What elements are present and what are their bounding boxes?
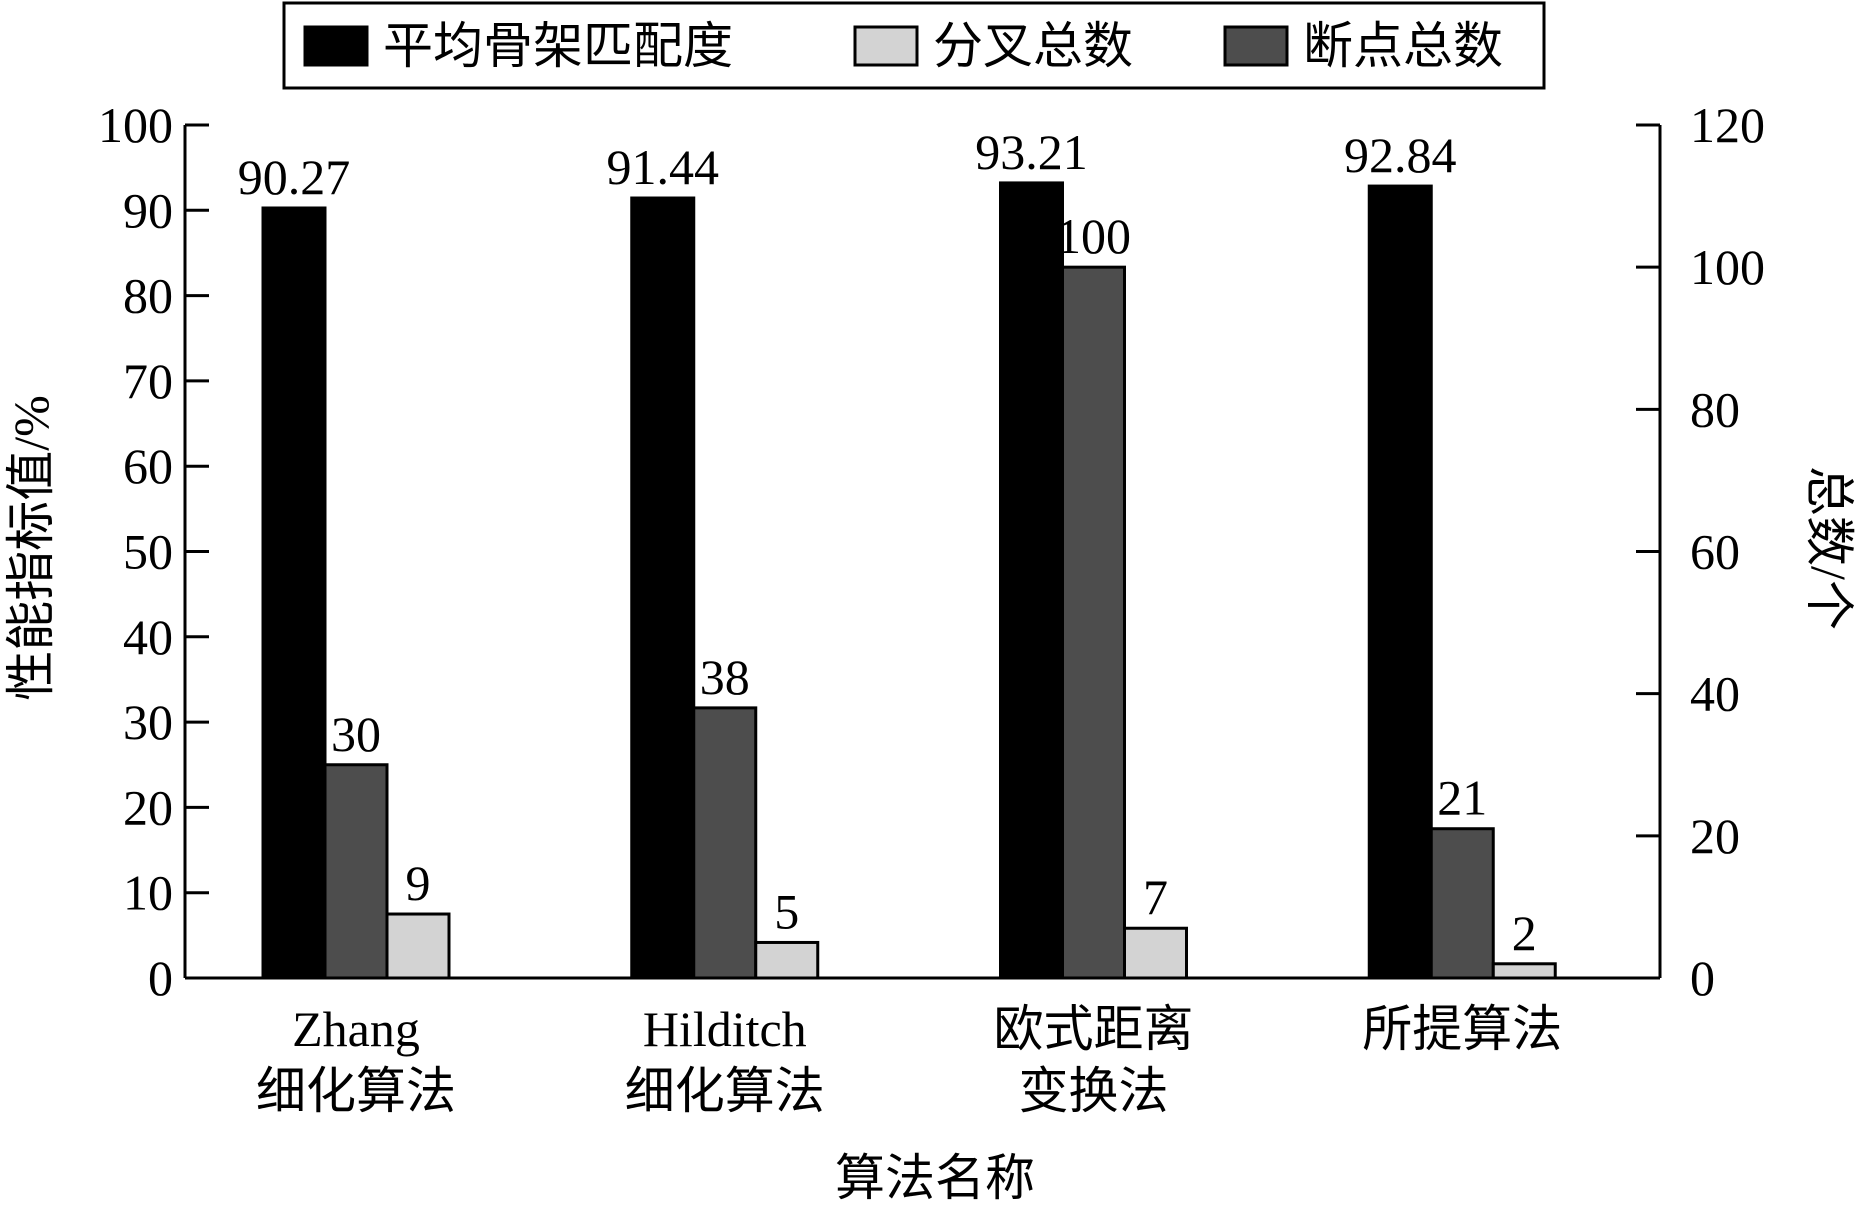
x-tick-label: 欧式距离 bbox=[994, 1001, 1194, 1057]
y2-tick-label: 80 bbox=[1690, 381, 1740, 437]
x-axis-title: 算法名称 bbox=[835, 1150, 1035, 1206]
y-tick-label: 0 bbox=[148, 950, 173, 1006]
bar-value-label: 90.27 bbox=[238, 149, 351, 205]
bar-value-label: 38 bbox=[700, 649, 750, 705]
bar-value-label: 30 bbox=[331, 706, 381, 762]
y2-axis-title: 总数/个 bbox=[1801, 466, 1857, 630]
x-tick-label: Hilditch bbox=[643, 1001, 807, 1057]
bar-value-label: 2 bbox=[1512, 905, 1537, 961]
y2-tick-label: 0 bbox=[1690, 950, 1715, 1006]
legend-swatch bbox=[303, 25, 369, 67]
bar-value-label: 100 bbox=[1056, 208, 1131, 264]
x-tick-label: 所提算法 bbox=[1362, 1001, 1562, 1057]
bar bbox=[630, 196, 696, 980]
bar bbox=[261, 206, 327, 980]
y2-tick-label: 120 bbox=[1690, 97, 1765, 153]
y-tick-label: 50 bbox=[123, 524, 173, 580]
x-tick-label: Zhang bbox=[292, 1001, 420, 1057]
y-tick-label: 100 bbox=[98, 97, 173, 153]
bar bbox=[1061, 265, 1126, 980]
y-tick-label: 60 bbox=[123, 438, 173, 494]
bar-value-label: 21 bbox=[1437, 770, 1487, 826]
left-axis: 0 10 20 30 40 50 60 70 80 90 100 bbox=[98, 97, 209, 1006]
legend: 平均骨架匹配度 分叉总数 断点总数 bbox=[282, 1, 1546, 90]
bar-value-label: 5 bbox=[774, 883, 799, 939]
x-tick-label: 细化算法 bbox=[625, 1063, 825, 1119]
bar-value-label: 92.84 bbox=[1344, 127, 1457, 183]
y2-tick-label: 20 bbox=[1690, 808, 1740, 864]
x-tick-label: 变换法 bbox=[1019, 1063, 1169, 1119]
y-tick-label: 10 bbox=[123, 865, 173, 921]
legend-label: 平均骨架匹配度 bbox=[383, 18, 733, 74]
bars bbox=[261, 181, 1557, 980]
y-tick-label: 90 bbox=[123, 182, 173, 238]
bar bbox=[323, 763, 389, 980]
y-tick-label: 80 bbox=[123, 268, 173, 324]
y2-tick-label: 100 bbox=[1690, 239, 1765, 295]
bar bbox=[692, 706, 758, 980]
y-tick-label: 20 bbox=[123, 779, 173, 835]
bar bbox=[1429, 827, 1495, 980]
x-tick-label: 细化算法 bbox=[256, 1063, 456, 1119]
legend-swatch bbox=[853, 25, 919, 67]
bar bbox=[754, 940, 820, 980]
bar-labels: 90.27 30 9 91.44 38 5 93.21 100 7 92.84 21 2 bbox=[238, 124, 1537, 961]
bar-value-label: 91.44 bbox=[607, 139, 720, 195]
bar bbox=[999, 181, 1064, 980]
legend-label: 断点总数 bbox=[1303, 18, 1503, 74]
bar bbox=[1491, 962, 1557, 980]
y-tick-label: 30 bbox=[123, 694, 173, 750]
y-axis-title: 性能指标值/% bbox=[3, 395, 59, 701]
bar bbox=[385, 912, 451, 980]
bar bbox=[1123, 926, 1188, 980]
bar-value-label: 7 bbox=[1143, 869, 1168, 925]
bar bbox=[1367, 184, 1433, 980]
bar-value-label: 93.21 bbox=[975, 124, 1088, 180]
y2-tick-label: 60 bbox=[1690, 524, 1740, 580]
y-tick-label: 70 bbox=[123, 353, 173, 409]
y2-tick-label: 40 bbox=[1690, 666, 1740, 722]
bar-value-label: 9 bbox=[406, 855, 431, 911]
y-tick-label: 40 bbox=[123, 609, 173, 665]
right-axis: 0 20 40 60 80 100 120 bbox=[1636, 97, 1765, 1006]
legend-label: 分叉总数 bbox=[933, 18, 1133, 74]
legend-swatch bbox=[1223, 25, 1289, 67]
